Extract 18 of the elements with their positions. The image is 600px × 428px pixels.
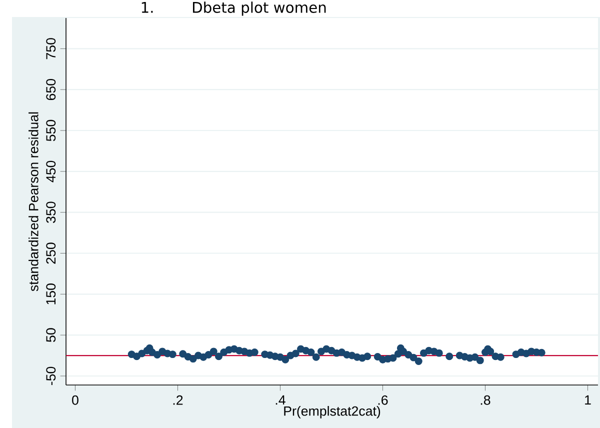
x-tick-label: 1 (585, 395, 591, 405)
x-tick-label: .8 (480, 395, 490, 405)
y-tick-label: 650 (46, 78, 56, 100)
y-tick-label: 350 (46, 202, 56, 223)
x-axis-title: Pr(emplstat2cat) (284, 406, 380, 418)
x-tick-label: 0 (72, 395, 78, 405)
y-tick-label: 750 (46, 38, 56, 60)
y-axis-title: standardized Pearson residual (28, 112, 38, 292)
chart-title: 1. Dbeta plot women (142, 2, 326, 16)
y-tick-label: 150 (46, 284, 56, 304)
x-tick-label: .6 (378, 395, 388, 405)
y-tick-label: -50 (46, 366, 56, 386)
y-tick-label: 50 (46, 328, 56, 342)
y-tick-label: 250 (46, 242, 56, 264)
x-tick-label: .4 (276, 395, 286, 405)
y-tick-label: 550 (46, 120, 56, 142)
y-tick-label: 450 (46, 160, 56, 182)
x-tick-label: .2 (173, 395, 183, 405)
